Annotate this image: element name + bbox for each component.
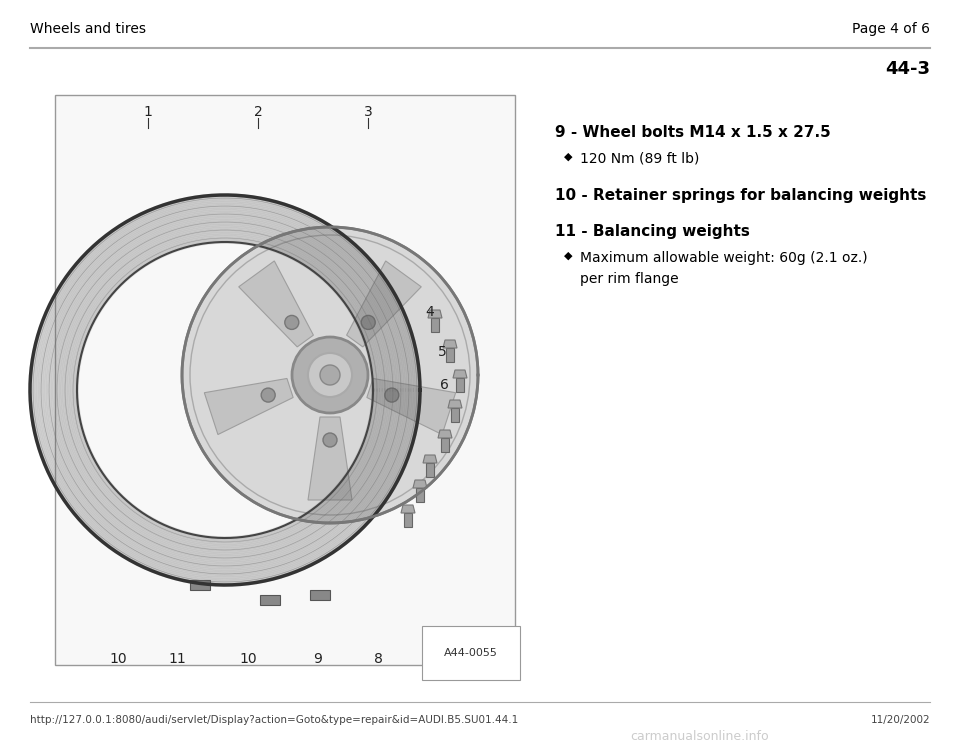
Polygon shape xyxy=(426,463,434,477)
Polygon shape xyxy=(401,505,415,513)
Polygon shape xyxy=(423,455,437,463)
Text: A44-0055: A44-0055 xyxy=(444,648,498,658)
Circle shape xyxy=(308,353,352,397)
Polygon shape xyxy=(204,378,293,435)
Text: 5: 5 xyxy=(438,345,446,359)
Text: 9: 9 xyxy=(314,652,323,666)
Circle shape xyxy=(323,433,337,447)
Polygon shape xyxy=(446,348,454,362)
Text: 9 - Wheel bolts M14 x 1.5 x 27.5: 9 - Wheel bolts M14 x 1.5 x 27.5 xyxy=(555,125,830,140)
Text: 1: 1 xyxy=(144,105,153,119)
Polygon shape xyxy=(308,417,352,500)
Polygon shape xyxy=(448,400,462,408)
Polygon shape xyxy=(438,430,452,438)
Polygon shape xyxy=(451,408,459,422)
Text: Maximum allowable weight: 60g (2.1 oz.)
per rim flange: Maximum allowable weight: 60g (2.1 oz.) … xyxy=(580,251,868,286)
Polygon shape xyxy=(453,370,467,378)
Bar xyxy=(190,580,210,590)
Text: 8: 8 xyxy=(373,652,382,666)
Text: 2: 2 xyxy=(253,105,262,119)
Circle shape xyxy=(261,388,276,402)
Polygon shape xyxy=(443,340,457,348)
Polygon shape xyxy=(413,480,427,488)
Text: ◆: ◆ xyxy=(564,251,572,261)
Text: http://127.0.0.1:8080/audi/servlet/Display?action=Goto&type=repair&id=AUDI.B5.SU: http://127.0.0.1:8080/audi/servlet/Displ… xyxy=(30,715,518,725)
Polygon shape xyxy=(416,488,424,502)
Circle shape xyxy=(285,315,299,329)
Text: 11 - Balancing weights: 11 - Balancing weights xyxy=(555,224,750,239)
Text: 4: 4 xyxy=(425,305,434,319)
Text: Page 4 of 6: Page 4 of 6 xyxy=(852,22,930,36)
Polygon shape xyxy=(347,261,421,347)
Circle shape xyxy=(385,388,398,402)
Circle shape xyxy=(292,337,368,413)
Polygon shape xyxy=(239,261,313,347)
Text: 10: 10 xyxy=(109,652,127,666)
Text: Wheels and tires: Wheels and tires xyxy=(30,22,146,36)
Text: 7: 7 xyxy=(431,652,440,666)
Circle shape xyxy=(182,227,478,523)
Circle shape xyxy=(320,365,340,385)
Text: 11/20/2002: 11/20/2002 xyxy=(871,715,930,725)
Polygon shape xyxy=(441,438,449,452)
Bar xyxy=(260,595,280,605)
Polygon shape xyxy=(456,378,464,392)
Text: 10 - Retainer springs for balancing weights: 10 - Retainer springs for balancing weig… xyxy=(555,188,926,203)
Polygon shape xyxy=(367,378,456,435)
Text: carmanualsonline.info: carmanualsonline.info xyxy=(631,730,769,742)
Text: 44-3: 44-3 xyxy=(885,60,930,78)
Circle shape xyxy=(361,315,375,329)
Text: ◆: ◆ xyxy=(564,152,572,162)
Text: 6: 6 xyxy=(440,378,449,392)
Bar xyxy=(310,590,330,600)
Polygon shape xyxy=(404,513,412,527)
Text: 120 Nm (89 ft lb): 120 Nm (89 ft lb) xyxy=(580,152,700,166)
Text: 10: 10 xyxy=(239,652,257,666)
Bar xyxy=(55,95,515,665)
Text: 3: 3 xyxy=(364,105,372,119)
Polygon shape xyxy=(428,310,442,318)
Polygon shape xyxy=(431,318,439,332)
Text: 11: 11 xyxy=(168,652,186,666)
